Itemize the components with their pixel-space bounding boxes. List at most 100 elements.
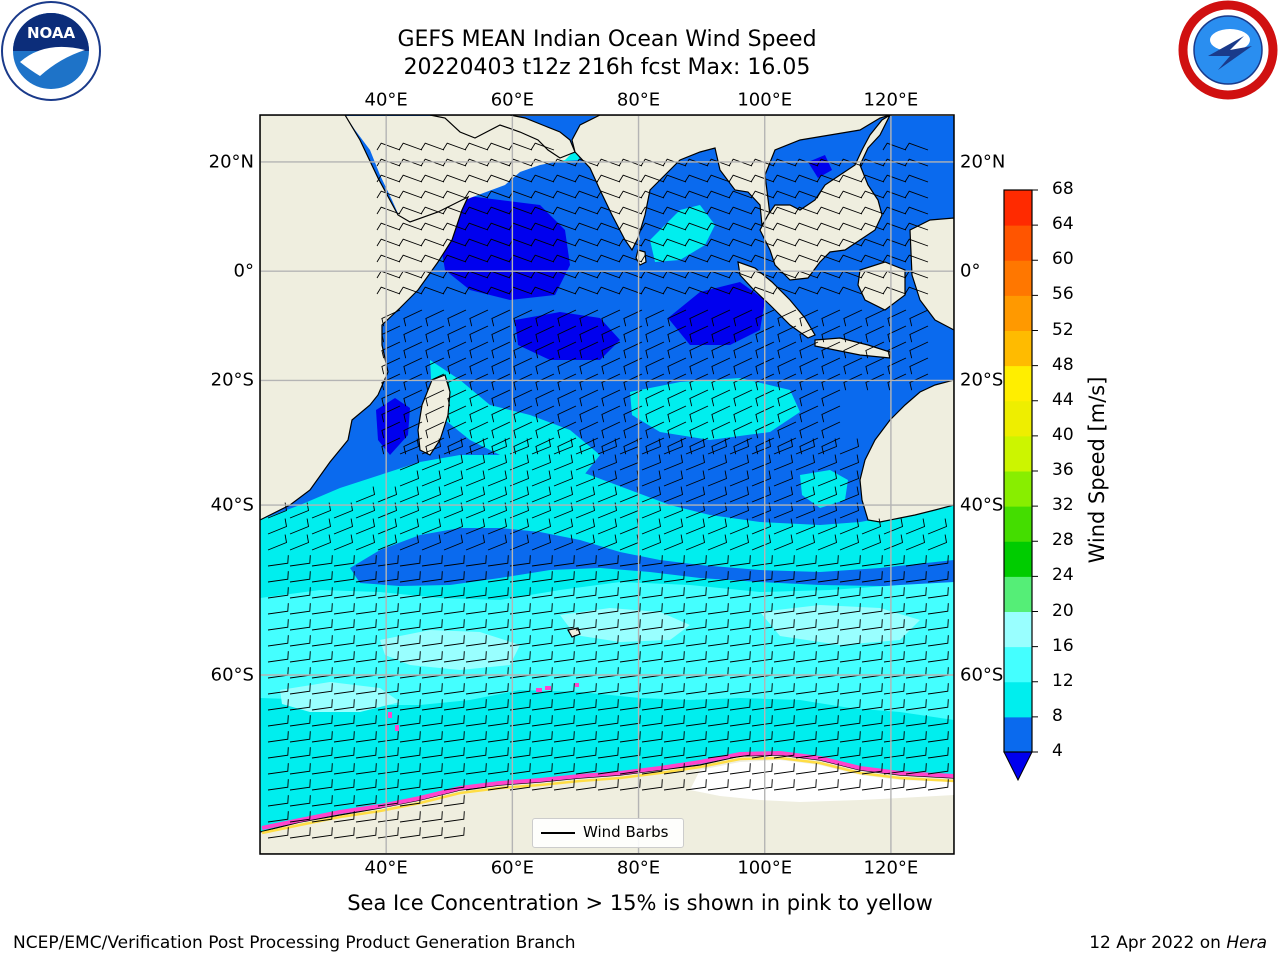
wind-barb	[421, 779, 443, 791]
wind-barb	[795, 454, 816, 471]
wind-barb	[311, 731, 333, 743]
wind-barb	[927, 534, 948, 551]
wind-barb	[860, 254, 885, 263]
wind-barb	[333, 534, 354, 551]
wind-barb	[729, 438, 750, 455]
wind-barb	[553, 635, 575, 647]
wind-barb	[579, 341, 599, 359]
wind-barb	[707, 486, 728, 503]
wind-barb	[777, 405, 797, 423]
wind-barb	[729, 555, 751, 567]
colorbar-tick-label: 36	[1052, 460, 1074, 480]
wind-barb	[597, 779, 619, 791]
wind-barb	[663, 555, 685, 567]
wind-barb	[861, 747, 883, 759]
wind-barb	[420, 254, 445, 263]
axis-tick-label: 100°E	[737, 857, 793, 879]
wind-barb	[685, 651, 707, 663]
wind-barb	[425, 389, 445, 407]
wind-barb	[663, 699, 685, 711]
wind-barb	[663, 683, 685, 695]
wind-barb	[399, 747, 421, 759]
wind-barb	[398, 238, 423, 247]
wind-barb	[750, 238, 775, 247]
wind-barb	[816, 254, 841, 263]
wind-barb	[684, 174, 709, 183]
wind-barb	[486, 174, 511, 183]
wind-barb	[553, 747, 575, 759]
wind-barb	[399, 731, 421, 743]
wind-barb	[425, 421, 445, 439]
wind-barb	[689, 357, 709, 375]
wind-barb	[794, 174, 819, 183]
wind-barb	[641, 715, 663, 727]
wind-barb	[905, 571, 927, 583]
wind-barb	[464, 238, 489, 247]
wind-barb	[531, 763, 553, 775]
wind-barb	[399, 534, 420, 551]
wind-barb	[689, 373, 709, 391]
axis-tick-label: 20°N	[208, 151, 254, 173]
wind-barb	[531, 731, 553, 743]
wind-barb	[487, 534, 508, 551]
wind-barb	[640, 190, 665, 199]
wind-barb	[442, 286, 467, 295]
wind-barb	[552, 190, 577, 199]
wind-barb	[557, 405, 577, 423]
wind-barb	[751, 619, 773, 631]
wind-barb	[399, 603, 421, 615]
wind-barb	[861, 534, 882, 551]
wind-barb	[267, 715, 289, 727]
wind-barb	[289, 731, 311, 743]
wind-band-under-4	[440, 195, 570, 300]
wind-barb	[795, 438, 816, 455]
wind-barb	[575, 587, 597, 599]
wind-barb	[641, 731, 663, 743]
wind-barb	[865, 373, 885, 391]
wind-barb	[641, 587, 663, 599]
wind-barb	[685, 635, 707, 647]
wind-barb	[641, 470, 662, 487]
wind-barb	[619, 555, 641, 567]
wind-barb	[689, 341, 709, 359]
wind-barb	[531, 699, 553, 711]
wind-barb	[508, 190, 533, 199]
wind-barb	[377, 603, 399, 615]
wind-barb	[861, 555, 883, 567]
wind-barb	[486, 206, 511, 215]
wind-barb	[443, 454, 464, 471]
wind-barb	[399, 454, 420, 471]
wind-barb	[530, 206, 555, 215]
wind-barb	[552, 286, 577, 295]
wind-barb	[843, 357, 863, 375]
wind-barb	[377, 534, 398, 551]
wind-barb	[706, 222, 731, 231]
wind-barb	[795, 486, 816, 503]
wind-barb	[597, 763, 619, 775]
wind-barb	[861, 779, 883, 791]
wind-barb	[465, 715, 487, 727]
wind-barb	[729, 603, 751, 615]
axis-tick-label: 40°E	[364, 89, 408, 111]
wind-barb	[311, 811, 333, 823]
wind-barb	[289, 603, 311, 615]
wind-barb	[575, 454, 596, 471]
wind-barb	[464, 286, 489, 295]
wind-barb	[267, 534, 288, 551]
wind-barb	[553, 651, 575, 663]
wind-barb	[267, 603, 289, 615]
wind-barb	[399, 470, 420, 487]
wind-barb	[817, 699, 839, 711]
wind-barb	[773, 699, 795, 711]
wind-barb	[267, 827, 289, 839]
wind-barb	[420, 206, 445, 215]
wind-barb	[667, 325, 687, 343]
wind-barb	[729, 534, 750, 551]
wind-barb	[377, 651, 399, 663]
wind-barb	[596, 174, 621, 183]
wind-barb	[799, 357, 819, 375]
wind-barb	[267, 635, 289, 647]
wind-barb	[509, 635, 531, 647]
sea-ice-floe	[395, 725, 399, 731]
wind-barb	[398, 190, 423, 199]
